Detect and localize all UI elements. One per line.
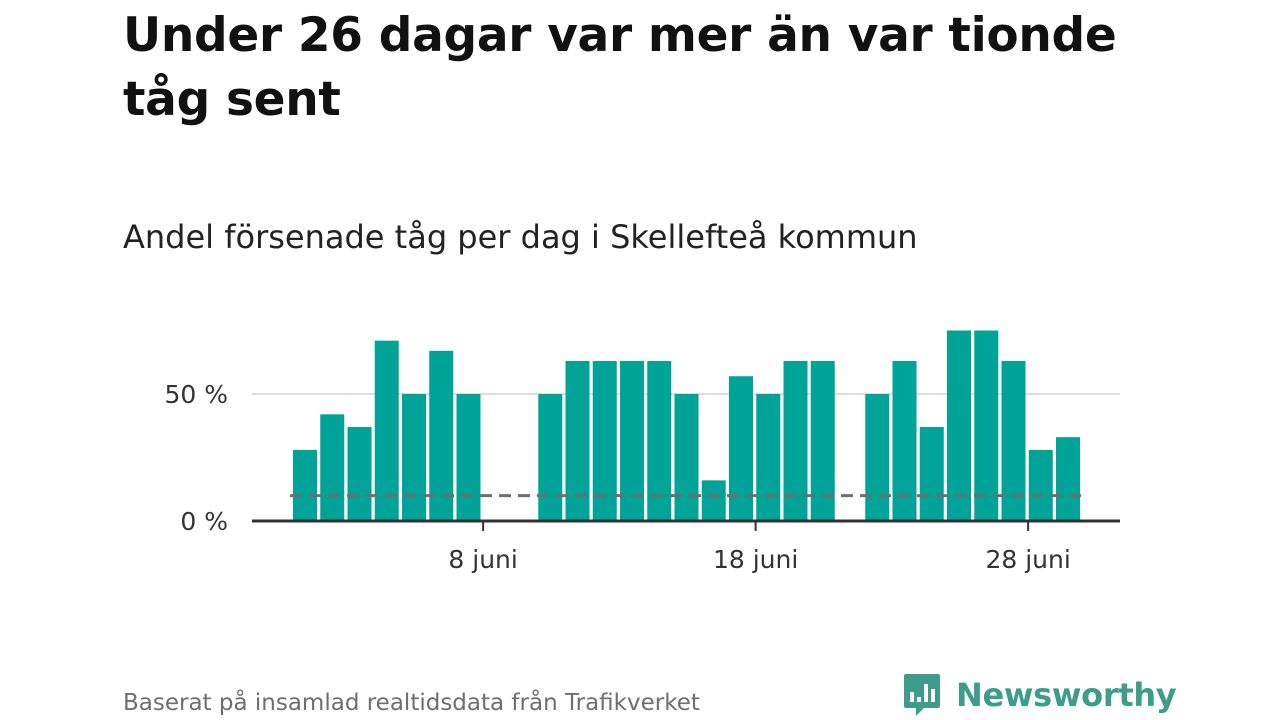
bar-day-18 <box>756 394 781 521</box>
bar-day-24 <box>919 427 944 521</box>
bar-day-16 <box>701 480 726 521</box>
bar-day-10 <box>538 394 563 521</box>
bar-day-6 <box>429 350 454 521</box>
bar-day-2 <box>320 414 345 521</box>
y-tick-label-0: 0 % <box>180 507 228 536</box>
headline: Under 26 dagar var mer än var tionde tåg… <box>123 8 1117 127</box>
bar-day-28 <box>1028 449 1053 521</box>
bar-day-26 <box>974 330 999 521</box>
bar-day-5 <box>402 394 426 521</box>
x-tick-label-28: 28 juni <box>985 545 1070 574</box>
bar-day-1 <box>293 449 317 521</box>
brand-name: Newsworthy <box>956 676 1177 714</box>
brand-logo: Newsworthy <box>902 670 1177 720</box>
bar-day-17 <box>729 376 753 521</box>
x-tick-label-18: 18 juni <box>713 545 798 574</box>
x-tick-label-8: 8 juni <box>448 545 517 574</box>
chart-subtitle: Andel försenade tåg per dag i Skellefteå… <box>123 218 918 256</box>
newsworthy-chart-icon <box>904 674 940 716</box>
bar-day-7 <box>456 394 481 521</box>
source-note: Baserat på insamlad realtidsdata från Tr… <box>123 690 700 716</box>
bar-day-22 <box>865 394 890 521</box>
bar-day-25 <box>947 330 971 521</box>
bar-day-29 <box>1056 437 1080 521</box>
bar-day-3 <box>347 427 372 521</box>
bar-day-15 <box>674 394 699 521</box>
y-tick-label-50: 50 % <box>164 380 228 409</box>
bar-day-4 <box>374 340 399 521</box>
